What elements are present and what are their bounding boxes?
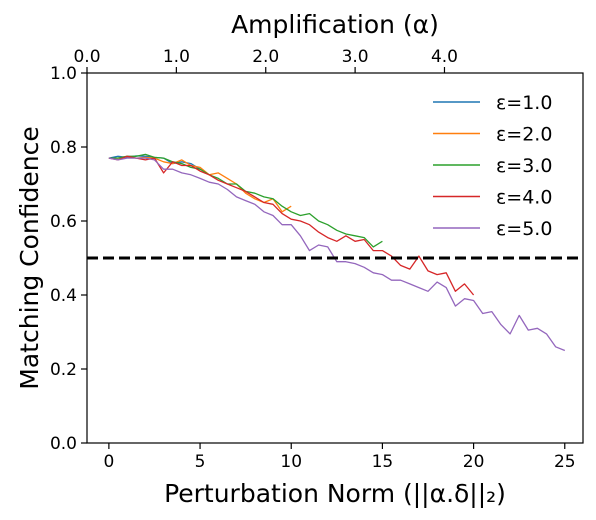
legend: ε=1.0 ε=2.0 ε=3.0 ε=4.0 ε=5.0 (433, 92, 552, 240)
x-tick-label: 25 (554, 452, 576, 472)
y-tick-label: 0.2 (50, 360, 77, 380)
legend-label-5: ε=5.0 (496, 218, 552, 240)
y-tick-label: 0.8 (50, 138, 77, 158)
x-tick-label: 15 (372, 452, 394, 472)
top-tick-label: 2.0 (252, 47, 279, 67)
top-tick-label: 4.0 (431, 47, 458, 67)
x-tick-label: 5 (195, 452, 206, 472)
legend-label-4: ε=4.0 (496, 187, 552, 209)
series-line-4 (108, 155, 475, 296)
y-axis-title: Matching Confidence (15, 126, 44, 389)
legend-label-2: ε=2.0 (496, 124, 552, 146)
y-tick-label: 1.0 (50, 64, 77, 84)
x-tick-label: 0 (103, 452, 114, 472)
legend-label-3: ε=3.0 (496, 155, 552, 177)
series-line-5 (108, 157, 566, 352)
plot-frame (86, 72, 584, 444)
top-tick-label: 3.0 (342, 47, 369, 67)
y-tick-label: 0.4 (50, 286, 77, 306)
legend-label-1: ε=1.0 (496, 92, 552, 114)
x-axis-ticks: 0 5 10 15 20 25 (103, 443, 576, 472)
top-tick-label: 1.0 (163, 47, 190, 67)
x-tick-label: 10 (280, 452, 302, 472)
y-tick-label: 0.0 (50, 434, 77, 454)
x-axis-title: Perturbation Norm (||α.δ||₂) (164, 479, 506, 508)
x-tick-label: 20 (463, 452, 485, 472)
y-axis-ticks: 0.0 0.2 0.4 0.6 0.8 1.0 (50, 64, 87, 454)
top-tick-label: 0.0 (73, 47, 100, 67)
series-layer (108, 153, 566, 352)
y-tick-label: 0.6 (50, 212, 77, 232)
top-axis-ticks: 0.0 1.0 2.0 3.0 4.0 (73, 47, 458, 73)
top-axis-title: Amplification (α) (231, 10, 439, 39)
